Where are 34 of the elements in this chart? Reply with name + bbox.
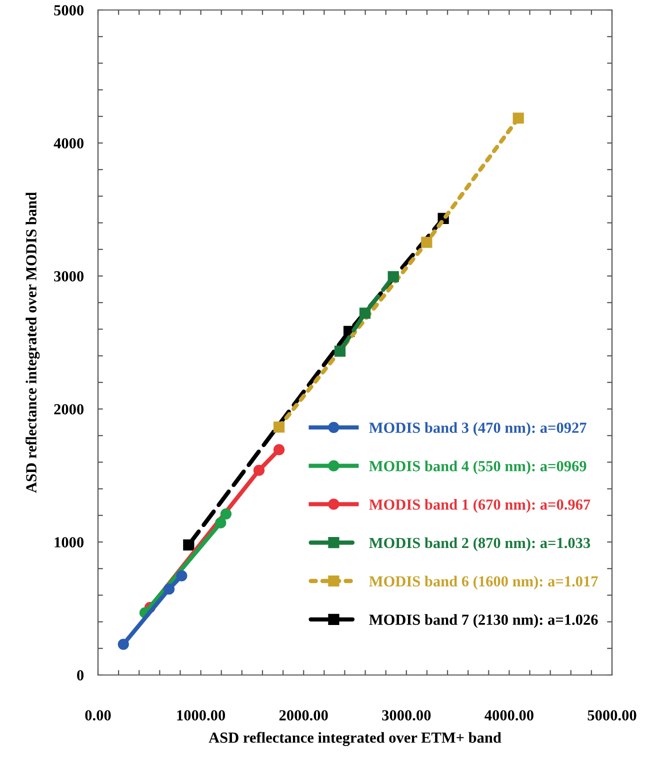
y-tick-label: 2000 [54,404,84,414]
point [163,584,175,595]
y-axis-title: ASD reflectance integrated over MODIS band [26,192,40,493]
point [215,517,226,528]
legend-label: MODIS band 1 (670 nm): a=0.967 [369,498,590,513]
point [388,271,399,282]
legend-label: MODIS band 2 (870 nm): a=1.033 [369,537,590,552]
y-tick-label: 5000 [54,5,84,16]
x-axis-title: ASD reflectance integrated over ETM+ band [208,732,502,746]
point [176,570,188,582]
x-tick-label: 5000.00 [588,710,636,721]
x-tick-label: 4000.00 [484,710,534,721]
point [183,539,194,550]
legend-label: MODIS band 7 (2130 nm): a=1.026 [369,614,598,628]
x-tick-label: 3000.00 [382,710,431,721]
point [359,308,371,319]
y-tick-label: 1000 [54,537,84,548]
legend-label: MODIS band 3 (470 nm): a=0927 [369,422,586,436]
legend-label: MODIS band 6 (1600 nm): a=1.017 [369,576,598,590]
point [421,236,432,248]
y-tick-label: 3000 [54,271,84,282]
y-tick-label: 0 [77,670,84,680]
point [334,346,346,357]
legend-label: MODIS band 4 (550 nm): a=0969 [369,460,586,474]
point [512,112,524,124]
y-tick-label: 4000 [54,138,84,148]
x-tick-label: 1000.00 [177,710,226,721]
point [253,464,265,476]
x-tick-label: 2000.00 [279,710,328,721]
point [273,422,285,433]
point [118,638,129,650]
point [220,508,232,520]
point [273,444,285,456]
x-tick-label: 0.00 [85,710,111,721]
